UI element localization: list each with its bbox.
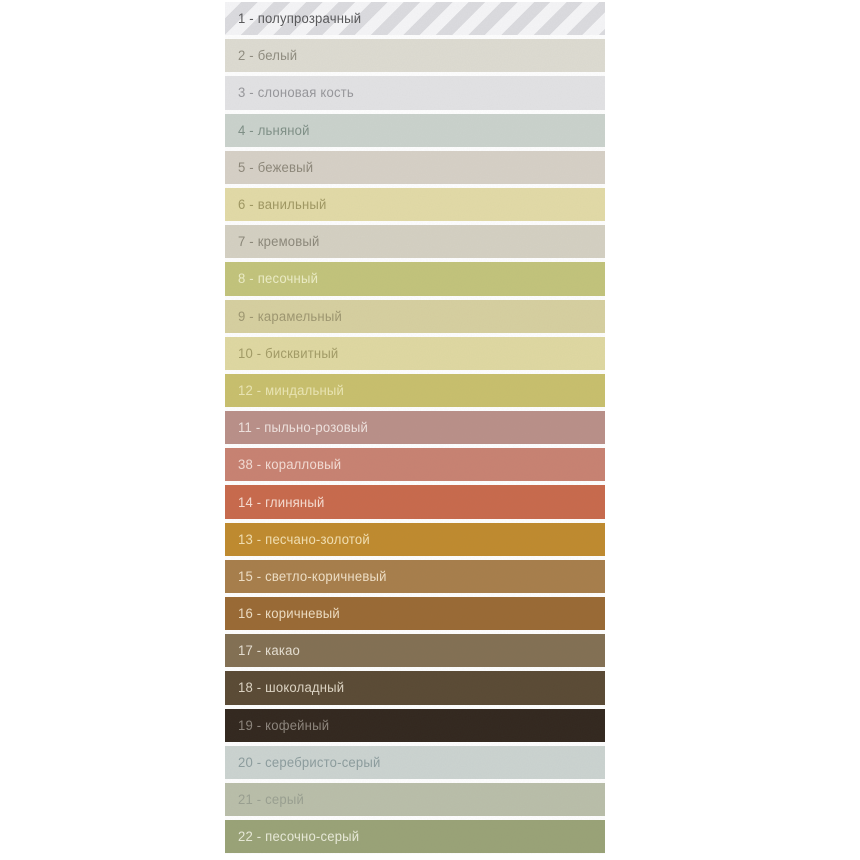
color-swatch-row: 7 - кремовый <box>225 225 605 259</box>
color-swatch-row: 17 - какао <box>225 634 605 668</box>
color-swatch-label: 15 - светло-коричневый <box>238 568 387 584</box>
color-swatch-row: 11 - пыльно-розовый <box>225 411 605 445</box>
color-swatch-label: 5 - бежевый <box>238 159 314 175</box>
color-swatch-label: 16 - коричневый <box>238 606 340 622</box>
color-swatch-row: 12 - миндальный <box>225 373 605 408</box>
color-swatch-row: 22 - песочно-серый <box>225 820 605 854</box>
color-swatch-label: 38 - коралловый <box>238 457 342 473</box>
color-swatch-label: 19 - кофейный <box>238 717 330 733</box>
color-swatch-row: 15 - светло-коричневый <box>225 559 605 593</box>
color-swatch-row: 4 - льняной <box>225 113 605 147</box>
color-swatch-row: 9 - карамельный <box>225 299 605 333</box>
color-swatch-row: 20 - серебристо-серый <box>225 745 605 779</box>
color-swatch-row: 6 - ванильный <box>225 187 605 222</box>
color-swatch-label: 9 - карамельный <box>238 308 342 324</box>
color-swatch-label: 12 - миндальный <box>238 382 345 398</box>
color-swatch-row: 18 - шоколадный <box>225 671 605 705</box>
color-swatch-row: 5 - бежевый <box>225 150 605 184</box>
color-swatch-label: 1 - полупрозрачный <box>238 11 362 27</box>
color-swatch-label: 14 - глиняный <box>238 494 325 510</box>
color-swatch-label: 21 - серый <box>238 792 304 808</box>
color-swatch-row: 16 - коричневый <box>225 597 605 631</box>
color-swatch-label: 13 - песчано-золотой <box>238 531 370 547</box>
color-swatch-label: 20 - серебристо-серый <box>238 754 381 770</box>
color-swatch-label: 22 - песочно-серый <box>238 829 360 845</box>
color-swatch-label: 17 - какао <box>238 643 301 659</box>
color-swatch-row: 21 - серый <box>225 782 605 817</box>
color-swatch-row: 8 - песочный <box>225 262 605 296</box>
color-swatch-label: 11 - пыльно-розовый <box>238 420 369 436</box>
color-swatch-row: 13 - песчано-золотой <box>225 522 605 556</box>
color-swatch-row: 14 - глиняный <box>225 485 605 519</box>
color-swatch-label: 10 - бисквитный <box>238 345 339 361</box>
color-swatch-row: 2 - белый <box>225 39 605 73</box>
color-swatch-row: 1 - полупрозрачный <box>225 2 605 36</box>
color-swatch-label: 8 - песочный <box>238 271 319 287</box>
color-swatch-row: 19 - кофейный <box>225 708 605 742</box>
color-swatch-list: 1 - полупрозрачный 2 - белый 3 - слонова… <box>225 2 605 854</box>
color-swatch-label: 6 - ванильный <box>238 197 327 213</box>
color-swatch-row: 3 - слоновая кость <box>225 76 605 110</box>
color-swatch-label: 7 - кремовый <box>238 234 320 250</box>
color-swatch-label: 18 - шоколадный <box>238 680 345 696</box>
color-swatch-row: 10 - бисквитный <box>225 336 605 370</box>
color-swatch-label: 2 - белый <box>238 48 298 64</box>
color-swatch-label: 3 - слоновая кость <box>238 85 354 101</box>
color-swatch-label: 4 - льняной <box>238 122 310 138</box>
color-swatch-row: 38 - коралловый <box>225 448 605 482</box>
